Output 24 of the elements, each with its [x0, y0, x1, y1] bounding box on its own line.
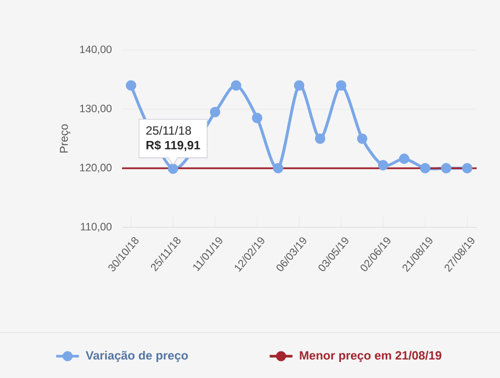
y-tick-label: 120,00: [80, 164, 112, 173]
y-tick-label: 130,00: [80, 104, 112, 114]
annotation: 25/11/18: [146, 126, 191, 135]
point: [230, 80, 242, 91]
legend-label: Menor preço em 21/08/19: [300, 350, 442, 362]
point: [314, 133, 326, 144]
y-axis-title: Preço: [60, 124, 70, 153]
point: [462, 163, 472, 174]
point: [210, 106, 220, 118]
point: [126, 80, 136, 91]
point: [272, 163, 284, 174]
y-tick-label: 110,00: [80, 222, 112, 232]
point: [252, 112, 262, 124]
point: [420, 163, 430, 174]
point: [168, 164, 178, 174]
point: [441, 163, 452, 174]
annotation: R$ 119,91: [146, 140, 200, 152]
y-tick-label: 140,00: [80, 46, 112, 54]
legend-label: Variação de preço: [86, 350, 188, 362]
point: [398, 154, 410, 164]
point: [294, 80, 304, 91]
point: [356, 133, 368, 144]
point: [378, 160, 388, 170]
point: [336, 80, 346, 91]
